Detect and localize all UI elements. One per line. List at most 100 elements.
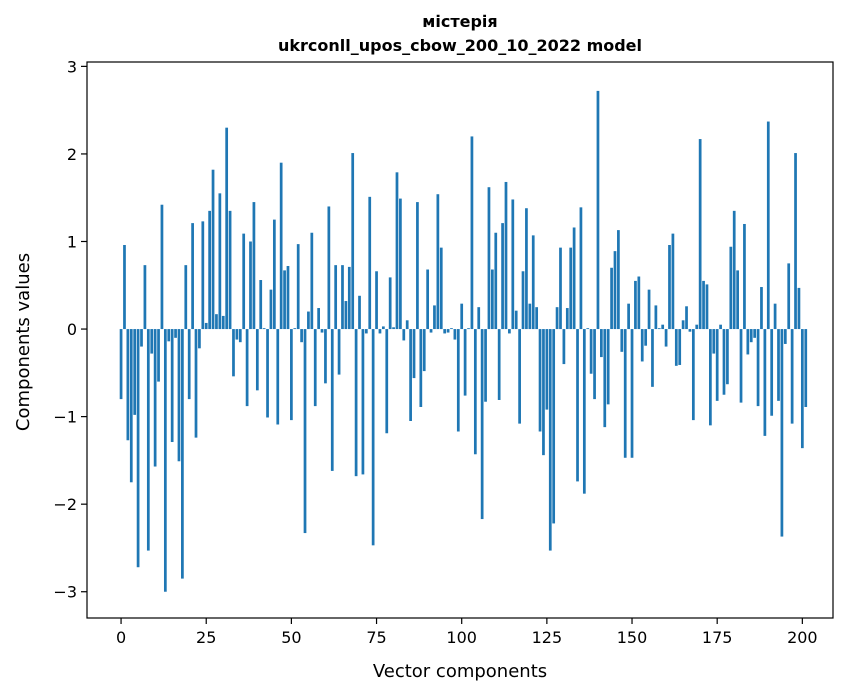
bar (150, 329, 154, 354)
bar (562, 329, 566, 365)
bar (399, 198, 402, 330)
bar (351, 153, 355, 330)
bar (504, 181, 508, 330)
bar (722, 329, 726, 395)
bar (320, 329, 324, 333)
bar (610, 267, 613, 330)
bar (163, 329, 167, 592)
bar (623, 329, 627, 458)
bar (760, 287, 763, 330)
bar (518, 329, 521, 424)
bar (460, 303, 464, 330)
bar (330, 329, 334, 471)
bar (552, 329, 556, 524)
bar (531, 235, 535, 330)
bar (262, 328, 266, 330)
y-tick-label: −2 (53, 495, 77, 514)
bar (296, 244, 300, 330)
bar (167, 329, 171, 342)
bar (719, 324, 722, 330)
bar (317, 308, 320, 330)
bar (259, 280, 263, 330)
bar (170, 329, 174, 443)
bar (300, 329, 303, 343)
bar (245, 329, 249, 407)
bar (681, 320, 685, 330)
bar (129, 329, 133, 483)
bar (208, 210, 211, 330)
bar (640, 329, 644, 362)
bar (446, 329, 450, 333)
bar (450, 328, 453, 330)
bar (456, 329, 460, 432)
bar (739, 329, 743, 403)
bar (497, 329, 501, 400)
bar (678, 329, 682, 365)
bar (307, 311, 310, 330)
bar (204, 322, 208, 330)
bar (535, 307, 539, 330)
bar (756, 329, 760, 407)
x-tick-label: 150 (617, 628, 648, 647)
bar (429, 329, 433, 333)
bar (664, 329, 668, 347)
bar (559, 247, 562, 330)
bar (705, 284, 709, 330)
bar (647, 289, 651, 330)
bar (416, 202, 419, 330)
bar (201, 221, 205, 330)
bar (804, 329, 808, 407)
bar (637, 276, 641, 330)
bar (555, 307, 559, 330)
bar (279, 162, 283, 330)
chart-subtitle: ukrconll_upos_cbow_200_10_2022 model (278, 36, 642, 55)
x-axis-label: Vector components (373, 661, 547, 682)
bar (630, 329, 634, 458)
bar (395, 172, 399, 330)
bar (589, 329, 593, 374)
bar (242, 233, 246, 330)
bar (586, 328, 590, 330)
bar (225, 127, 229, 330)
bar (354, 329, 358, 477)
bar (480, 329, 484, 520)
bar (613, 251, 617, 330)
bar (576, 329, 579, 482)
axes-group: 0 25 50 75 100 125 150 175 200 −3 −2 −1 0 1 2 3 (53, 57, 834, 647)
bar (572, 227, 576, 330)
bar (651, 329, 654, 387)
bar (392, 327, 395, 330)
bar (763, 329, 767, 436)
y-tick-label: 2 (67, 145, 77, 164)
bar (249, 241, 252, 330)
bar (470, 136, 474, 330)
bar (198, 329, 201, 349)
bar (136, 329, 140, 568)
bar (194, 329, 198, 438)
bar (375, 271, 378, 330)
bar (514, 310, 518, 330)
bar (790, 329, 794, 424)
bar (671, 233, 675, 330)
bar (685, 306, 688, 330)
bar (511, 199, 515, 330)
bar (368, 196, 372, 330)
bar (702, 280, 705, 330)
bar (174, 329, 177, 338)
bar (439, 247, 443, 330)
bar (313, 329, 317, 407)
bar (385, 329, 389, 434)
bar (272, 219, 276, 330)
x-tick-label: 175 (702, 628, 733, 647)
bar (419, 329, 423, 407)
bar (565, 308, 569, 330)
bar (698, 139, 702, 330)
x-tick-label: 200 (787, 628, 818, 647)
bar (378, 329, 382, 334)
x-tick-label: 100 (446, 628, 477, 647)
bar (412, 329, 416, 379)
bar (770, 329, 774, 416)
bar (525, 208, 528, 330)
bar (184, 265, 188, 330)
